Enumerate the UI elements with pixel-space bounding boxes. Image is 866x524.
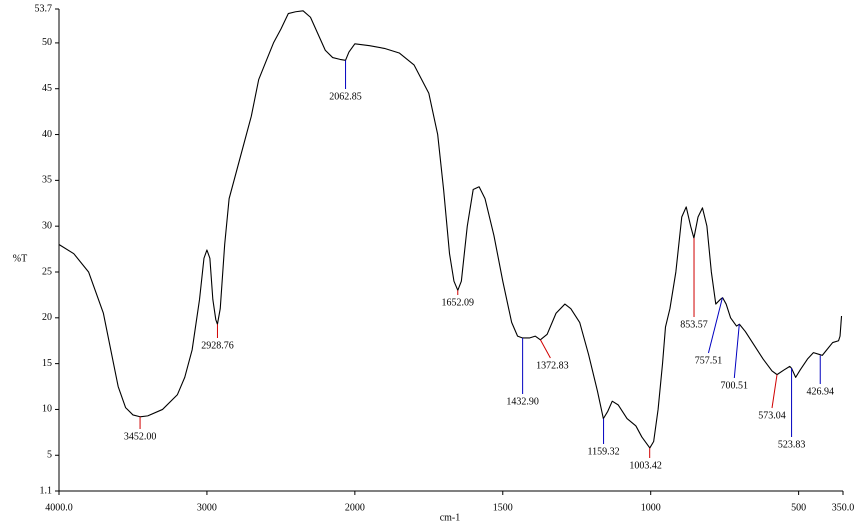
x-tick-label: 1000: [641, 502, 661, 513]
peak-marker: [733, 324, 740, 379]
peak-label: 3452.00: [124, 431, 157, 442]
spectrum-line: [58, 10, 843, 449]
x-axis-label: cm-1: [440, 512, 461, 523]
peak-marker: [539, 339, 551, 359]
y-tick-label: 45: [42, 83, 52, 94]
y-tick-label: 53.7: [35, 3, 53, 14]
peak-label: 700.51: [721, 380, 749, 391]
x-tick-label: 3000: [197, 502, 217, 513]
peak-label: 426.94: [806, 386, 834, 397]
x-tick-label: 350.0: [832, 502, 855, 513]
peak-label: 1372.83: [536, 360, 569, 371]
y-tick-label: 5: [47, 450, 52, 461]
x-tick-label: 2000: [345, 502, 365, 513]
peak-label: 853.57: [680, 319, 708, 330]
y-tick-label: 20: [42, 312, 52, 323]
peak-label: 2928.76: [201, 340, 234, 351]
peak-label: 1432.90: [506, 396, 539, 407]
y-tick-label: 25: [42, 266, 52, 277]
peak-label: 1159.32: [587, 446, 619, 457]
peak-label: 2062.85: [329, 91, 362, 102]
peak-label: 1003.42: [629, 460, 662, 471]
y-tick-label: 1.1: [40, 485, 53, 496]
x-tick-label: 500: [791, 502, 806, 513]
y-tick-label: 40: [42, 129, 52, 140]
peak-label: 523.83: [778, 439, 806, 450]
y-tick-label: 10: [42, 404, 52, 415]
peak-label: 1652.09: [442, 297, 475, 308]
peak-label: 757.51: [695, 355, 723, 366]
x-tick-label: 4000.0: [45, 502, 73, 513]
y-tick-label: 30: [42, 220, 52, 231]
peak-marker: [771, 374, 778, 409]
peak-marker: [707, 297, 723, 354]
peak-label: 573.04: [758, 410, 786, 421]
y-tick-label: 15: [42, 358, 52, 369]
y-tick-label: 35: [42, 175, 52, 186]
y-tick-label: 50: [42, 37, 52, 48]
y-axis-label: %T: [13, 253, 27, 264]
x-tick-label: 1500: [493, 502, 513, 513]
